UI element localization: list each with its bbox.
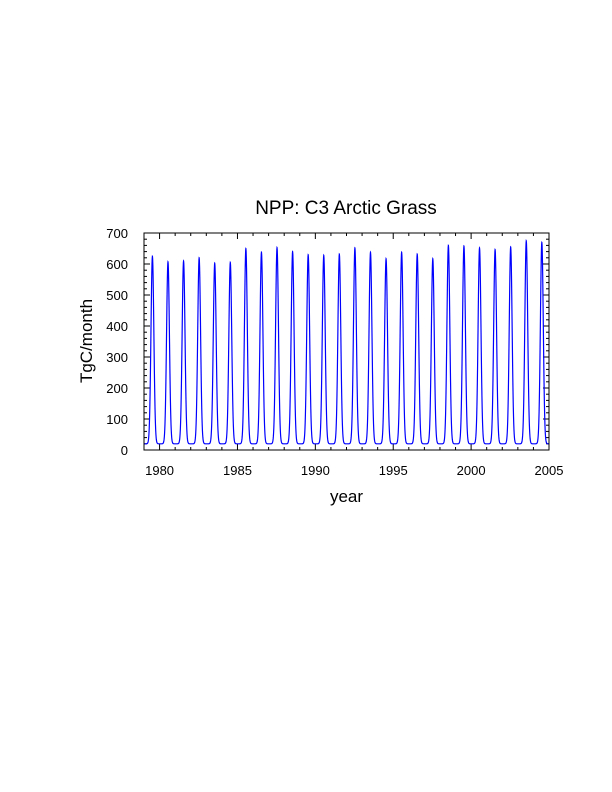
y-axis-ticks: 0 100 200 300 400 500 600 700 [106,226,549,458]
y-tick-label: 300 [106,350,128,365]
x-axis-label: year [330,487,363,506]
y-tick-label: 200 [106,381,128,396]
y-axis-label: TgC/month [77,299,96,383]
x-tick-label: 1990 [301,463,330,478]
y-tick-label: 600 [106,257,128,272]
x-tick-label: 2000 [457,463,486,478]
y-tick-label: 400 [106,319,128,334]
x-tick-label: 2005 [535,463,564,478]
x-tick-label: 1985 [223,463,252,478]
y-tick-label: 500 [106,288,128,303]
x-tick-label: 1995 [379,463,408,478]
y-tick-label: 700 [106,226,128,241]
chart-title: NPP: C3 Arctic Grass [255,198,437,219]
y-tick-label: 0 [121,443,128,458]
plot-frame [143,232,550,451]
x-axis-ticks: 1980 1985 1990 1995 2000 2005 [143,233,564,478]
y-tick-label: 100 [106,412,128,427]
x-tick-label: 1980 [145,463,174,478]
series-line [144,239,549,445]
